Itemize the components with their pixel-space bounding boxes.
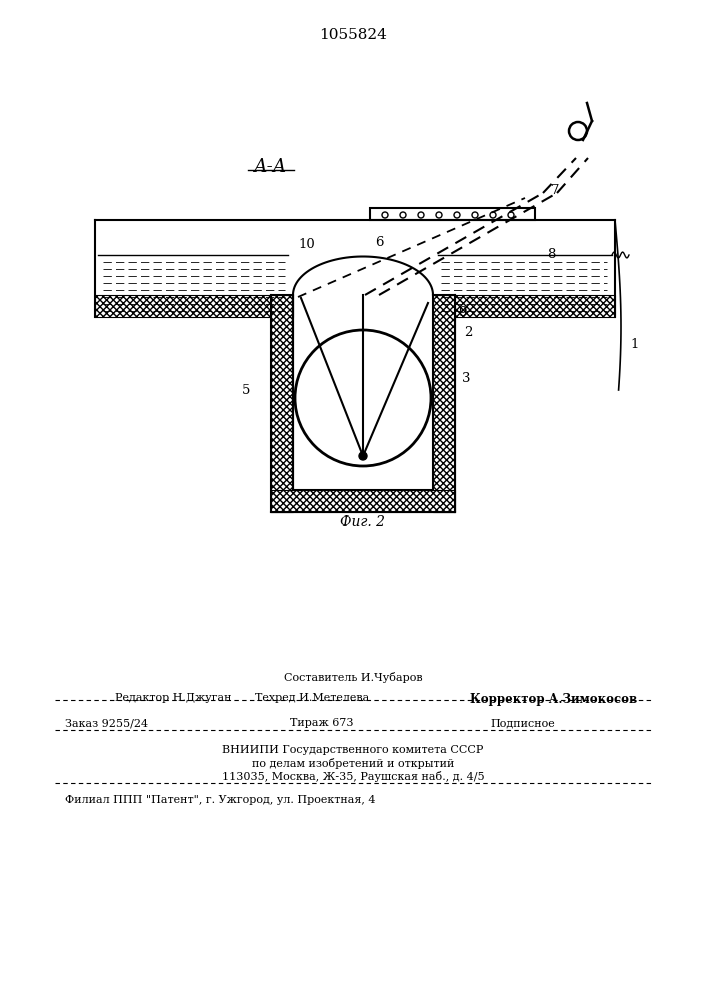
Circle shape: [359, 452, 367, 460]
Text: ВНИИПИ Государственного комитета СССР: ВНИИПИ Государственного комитета СССР: [222, 745, 484, 755]
Text: 7: 7: [551, 184, 559, 196]
Text: Редактор Н.Джуган: Редактор Н.Джуган: [115, 693, 231, 703]
Bar: [433, 295, 455, 512]
Text: 5: 5: [242, 383, 250, 396]
Text: Филиал ППП "Патент", г. Ужгород, ул. Проектная, 4: Филиал ППП "Патент", г. Ужгород, ул. Про…: [65, 795, 375, 805]
Text: Заказ 9255/24: Заказ 9255/24: [65, 718, 148, 728]
Text: 9: 9: [458, 306, 467, 318]
Text: 3: 3: [462, 371, 470, 384]
Bar: [370, 208, 535, 220]
Text: Подписное: Подписное: [490, 718, 555, 728]
Bar: [271, 295, 293, 512]
Text: Составитель И.Чубаров: Составитель И.Чубаров: [284, 672, 422, 683]
Bar: [95, 295, 293, 317]
Bar: [271, 490, 455, 512]
Text: 10: 10: [298, 238, 315, 251]
Text: А-А: А-А: [253, 158, 286, 176]
Text: Тираж 673: Тираж 673: [290, 718, 354, 728]
Text: 8: 8: [547, 248, 556, 261]
Text: Фиг. 2: Фиг. 2: [341, 515, 385, 529]
Text: Техред И.Метелева: Техред И.Метелева: [255, 693, 369, 703]
Text: Корректор А.Зимокосов: Корректор А.Зимокосов: [470, 693, 637, 706]
Text: 113035, Москва, Ж-35, Раушская наб., д. 4/5: 113035, Москва, Ж-35, Раушская наб., д. …: [222, 771, 484, 782]
Text: 1055824: 1055824: [319, 28, 387, 42]
Text: 1: 1: [630, 338, 638, 352]
Bar: [433, 295, 615, 317]
Text: по делам изобретений и открытий: по делам изобретений и открытий: [252, 758, 454, 769]
Text: 2: 2: [464, 326, 472, 338]
Text: 6: 6: [375, 236, 383, 249]
